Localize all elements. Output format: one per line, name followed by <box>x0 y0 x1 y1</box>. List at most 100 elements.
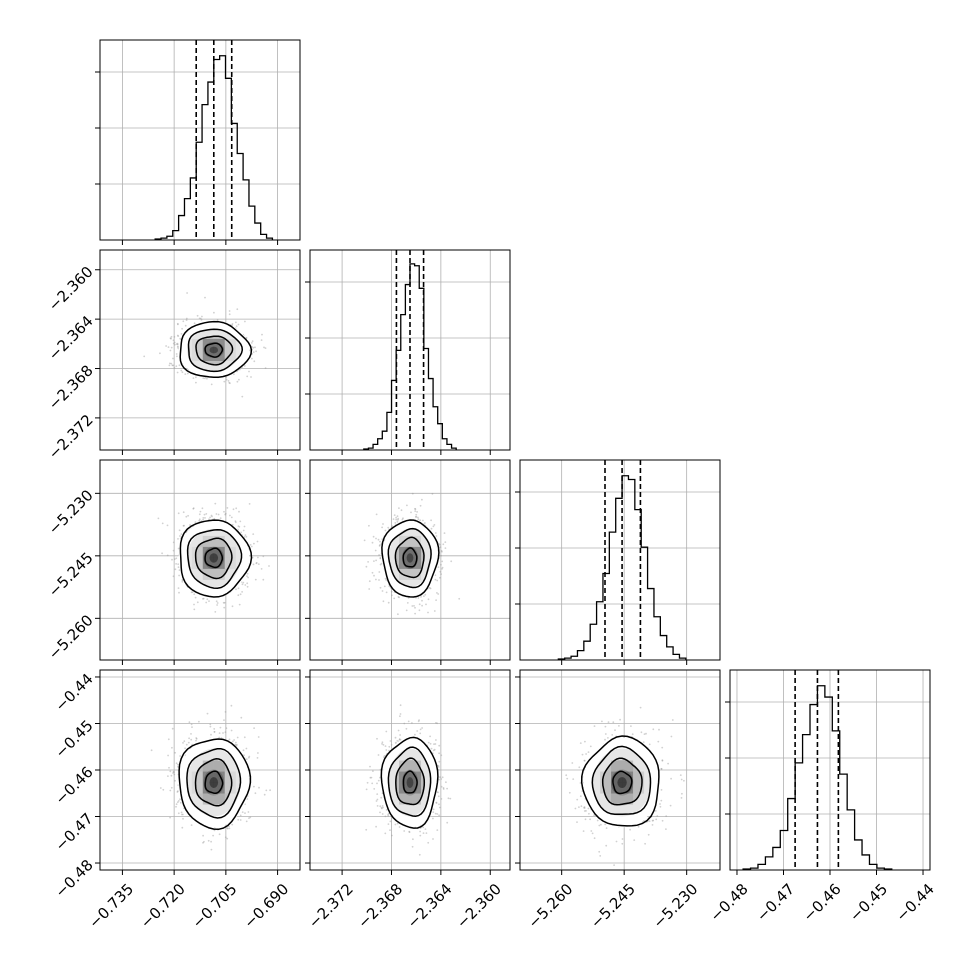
scatter-point <box>441 568 443 570</box>
ticks <box>515 491 688 665</box>
scatter-point <box>216 319 219 322</box>
x-tick-label: −0.735 <box>85 880 137 932</box>
scatter-point <box>175 353 178 355</box>
x-tick-label: −0.705 <box>189 880 241 932</box>
scatter-point <box>235 507 238 510</box>
scatter-point <box>228 313 231 316</box>
scatter-point <box>226 507 229 509</box>
scatter-point <box>249 543 252 546</box>
scatter-point <box>176 790 179 793</box>
scatter-point <box>435 739 437 741</box>
scatter-point <box>228 827 231 830</box>
scatter-point <box>210 848 213 851</box>
density-cell <box>202 546 214 558</box>
scatter-point <box>180 811 183 814</box>
panel-3-1: −2.372−2.368−2.364−2.360 <box>305 669 511 932</box>
scatter-point <box>171 746 173 749</box>
scatter-point <box>394 741 397 744</box>
scatter-point <box>175 803 178 806</box>
scatter-point <box>242 529 245 532</box>
scatter-point <box>368 524 370 527</box>
scatter-point <box>216 602 219 604</box>
scatter-point <box>439 546 442 549</box>
scatter-point <box>183 740 186 743</box>
scatter-point <box>235 741 237 744</box>
scatter-point <box>424 522 426 524</box>
panel-2-0: −5.260−5.245−5.230 <box>45 459 301 665</box>
scatter-point <box>260 568 263 570</box>
scatter-point <box>159 352 161 355</box>
scatter-point <box>430 519 432 522</box>
scatter-point <box>211 515 213 518</box>
scatter-point <box>381 526 383 529</box>
scatter-point <box>397 596 400 598</box>
scatter-point <box>178 591 180 594</box>
scatter-point <box>234 743 237 746</box>
scatter-point <box>378 545 381 547</box>
scatter-point <box>177 812 180 815</box>
scatter-point <box>442 787 445 789</box>
scatter-point <box>198 513 201 516</box>
scatter-point <box>414 606 416 609</box>
scatter-point <box>368 588 371 590</box>
scatter-point <box>213 311 215 314</box>
scatter-point <box>187 741 190 744</box>
scatter-point <box>161 552 164 555</box>
ticks <box>95 71 279 245</box>
scatter-point <box>252 351 255 353</box>
scatter-point <box>225 376 228 379</box>
scatter-point <box>190 738 193 741</box>
scatter-point <box>265 789 268 792</box>
scatter-point <box>196 601 199 604</box>
y-tick-label: −0.47 <box>51 809 96 854</box>
scatter-point <box>214 502 217 505</box>
scatter-point <box>184 373 187 375</box>
scatter-point <box>185 515 188 518</box>
contour-line <box>194 758 233 807</box>
scatter-point <box>435 535 438 537</box>
scatter-point <box>210 840 213 843</box>
scatter-point <box>243 754 245 757</box>
scatter-point <box>427 841 430 844</box>
contour-line <box>195 335 234 366</box>
scatter-point <box>388 585 391 588</box>
scatter-point <box>417 516 419 519</box>
scatter-point <box>437 764 440 767</box>
scatter-point <box>206 598 209 601</box>
scatter-point <box>201 315 203 318</box>
scatter-point <box>173 341 176 344</box>
scatter-point <box>378 571 381 573</box>
scatter-point <box>182 817 184 820</box>
scatter-point <box>236 380 239 383</box>
scatter-point <box>177 547 180 550</box>
scatter-point <box>218 732 221 734</box>
scatter-point <box>250 545 253 548</box>
scatter-point <box>228 310 231 312</box>
scatter-point <box>434 743 437 745</box>
scatter-point <box>415 516 418 518</box>
density-cell <box>213 557 225 569</box>
scatter-point <box>419 834 422 837</box>
y-tick-label: −2.360 <box>45 263 97 315</box>
scatter-point <box>226 837 229 840</box>
density-cell <box>202 782 214 794</box>
scatter-point <box>172 772 174 774</box>
scatter-point <box>369 765 371 768</box>
scatter-point <box>394 522 397 524</box>
scatter-point <box>204 296 206 299</box>
density-cell <box>191 771 203 783</box>
scatter-point <box>244 812 246 814</box>
scatter-point <box>246 582 249 585</box>
scatter-point <box>172 541 175 544</box>
scatter-point <box>188 737 191 740</box>
scatter-point <box>377 538 380 541</box>
scatter-point <box>167 754 170 757</box>
scatter-point <box>419 504 422 507</box>
scatter-point <box>373 574 375 577</box>
scatter-point <box>173 771 175 773</box>
scatter-point <box>414 510 417 512</box>
scatter-point <box>254 792 257 795</box>
scatter-point <box>191 726 193 728</box>
scatter-point <box>171 558 173 561</box>
scatter-point <box>175 805 177 808</box>
